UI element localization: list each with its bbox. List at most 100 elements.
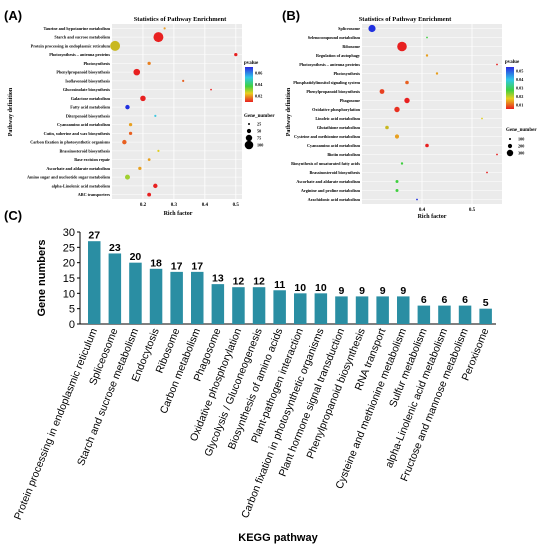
y-tick-label: Protein processing in endoplasmic reticu… xyxy=(31,43,111,48)
y-tick-label: Ribosome xyxy=(342,44,360,49)
panel-a-x-tick-labels: 0.2 0.3 0.4 0.5 xyxy=(140,203,240,208)
y-tick-label: 15 xyxy=(63,273,75,285)
bar-value-label: 20 xyxy=(130,251,142,263)
y-tick-label: Regulation of autophagy xyxy=(316,53,361,58)
panel-b-grid xyxy=(362,24,502,204)
data-point xyxy=(404,97,410,104)
data-point xyxy=(400,162,404,165)
y-tick-label: Arachidonic acid metabolism xyxy=(308,197,361,202)
y-tick-label: Amino sugar and nucleotide sugar metabol… xyxy=(27,175,111,180)
y-tick-label: 5 xyxy=(69,304,75,316)
pvalue-tick: 0.05 xyxy=(516,69,523,74)
bar-value-label: 9 xyxy=(359,285,365,297)
panel-b-y-tick-labels: Spliceosome Selenocompound metabolism Ribo… xyxy=(291,26,361,202)
bar-value-label: 12 xyxy=(233,276,245,288)
bar xyxy=(438,305,451,324)
y-tick-label: Diterpenoid biosynthesis xyxy=(66,113,110,118)
bar-value-label: 18 xyxy=(150,257,162,269)
pvalue-tick: 0.06 xyxy=(255,70,262,75)
panel-a-pvalue-ticks: 0.06 0.04 0.02 xyxy=(255,70,263,98)
panel-b-size-legend: 100 200 300 xyxy=(506,137,524,157)
panel-a-points xyxy=(110,27,238,197)
y-tick-label: 10 xyxy=(63,288,75,300)
y-tick-label: Biosynthesis of unsaturated fatty acids xyxy=(291,161,360,166)
data-point xyxy=(234,52,238,57)
data-point xyxy=(394,134,400,139)
pvalue-tick: 0.01 xyxy=(516,102,523,107)
bar-value-label: 9 xyxy=(400,285,406,297)
bar xyxy=(479,308,492,324)
y-tick-label: Ascorbate and aldarate metabolism xyxy=(296,179,360,184)
y-tick-label: Cysteine and methionine metabolism xyxy=(294,134,360,139)
bar-value-label: 13 xyxy=(212,273,224,285)
y-tick-label: Photosynthesis xyxy=(333,71,360,76)
bar-value-label: 17 xyxy=(171,260,183,272)
y-tick-label: Isoflavonoid biosynthesis xyxy=(65,78,110,83)
panel-a-chart: Statistics of Pathway Enrichment Taurine… xyxy=(8,16,275,217)
panel-a-ylabel: Pathway definition xyxy=(8,87,14,136)
data-point xyxy=(405,80,409,85)
data-point xyxy=(147,61,151,66)
data-point xyxy=(154,114,157,117)
size-legend-dot xyxy=(248,123,250,125)
data-point xyxy=(125,104,130,110)
y-tick-label: Glutathione metabolism xyxy=(317,125,361,130)
y-tick-label: Phagosome xyxy=(340,98,360,103)
panel-c-xlabel: KEGG pathway xyxy=(238,532,318,544)
panel-a-plot-area xyxy=(112,24,242,199)
panel-a-label: (A) xyxy=(4,8,22,23)
y-tick-label: Brassinosteroid biosynthesis xyxy=(59,148,110,153)
panel-b-points xyxy=(368,24,498,201)
y-tick-label: Glucosinolate biosynthesis xyxy=(63,87,110,92)
bar xyxy=(108,253,122,324)
bar-value-label: 11 xyxy=(274,279,285,291)
bar xyxy=(417,305,431,324)
y-tick-label: Cyanoamino acid metabolism xyxy=(307,143,361,148)
pvalue-tick: 0.03 xyxy=(516,86,523,91)
data-point xyxy=(147,158,151,161)
y-tick-label: Carbon fixation in photosynthetic organi… xyxy=(30,140,110,145)
size-legend-label: 50 xyxy=(257,129,261,134)
data-point xyxy=(486,171,488,174)
y-tick-label: Linoleic acid metabolism xyxy=(315,116,360,121)
size-legend-dot xyxy=(509,138,511,140)
data-point xyxy=(110,40,121,51)
y-tick-label: alpha-Linolenic acid metabolism xyxy=(52,183,111,188)
panel-b-x-tick-labels: 0.4 0.5 xyxy=(419,208,476,213)
bar xyxy=(88,241,101,324)
data-point xyxy=(153,32,164,43)
data-point xyxy=(385,125,389,130)
panel-b-pvalue-colorbar xyxy=(506,67,514,109)
panel-a-grid xyxy=(112,24,242,199)
bar-value-label: 5 xyxy=(483,297,489,309)
y-tick-label: Photosynthesis xyxy=(83,61,110,66)
data-point xyxy=(125,174,130,180)
data-point xyxy=(182,79,185,82)
bar-value-label: 6 xyxy=(421,294,427,306)
category-label: Protein processing in endoplasmic reticu… xyxy=(12,326,100,521)
bar-value-label: 12 xyxy=(253,276,265,288)
data-point xyxy=(416,198,418,201)
bar xyxy=(149,268,163,324)
bar xyxy=(397,296,410,324)
x-tick-label: 0.3 xyxy=(171,203,178,208)
bar xyxy=(314,293,328,324)
size-legend-dot xyxy=(245,134,253,142)
panel-b-xlabel: Rich factor xyxy=(418,214,447,220)
size-legend-label: 100 xyxy=(257,143,263,148)
size-legend-dot xyxy=(506,149,514,157)
data-point xyxy=(210,88,212,91)
panel-c-bars xyxy=(88,241,492,324)
data-point xyxy=(425,143,429,148)
y-tick-label: Oxidative phosphorylation xyxy=(312,107,360,112)
bar xyxy=(294,293,307,324)
panel-a-size-legend: 25 50 75 100 xyxy=(244,122,263,150)
size-legend-label: 200 xyxy=(518,144,524,149)
size-legend-label: 75 xyxy=(257,136,261,141)
y-tick-label: 20 xyxy=(63,258,75,270)
data-point xyxy=(394,106,400,113)
data-point xyxy=(368,24,376,33)
panel-a-xlabel: Rich factor xyxy=(164,211,193,217)
y-tick-label: Ascorbate and aldarate metabolism xyxy=(46,166,110,171)
panel-b-ylabel: Pathway definition xyxy=(286,87,292,136)
